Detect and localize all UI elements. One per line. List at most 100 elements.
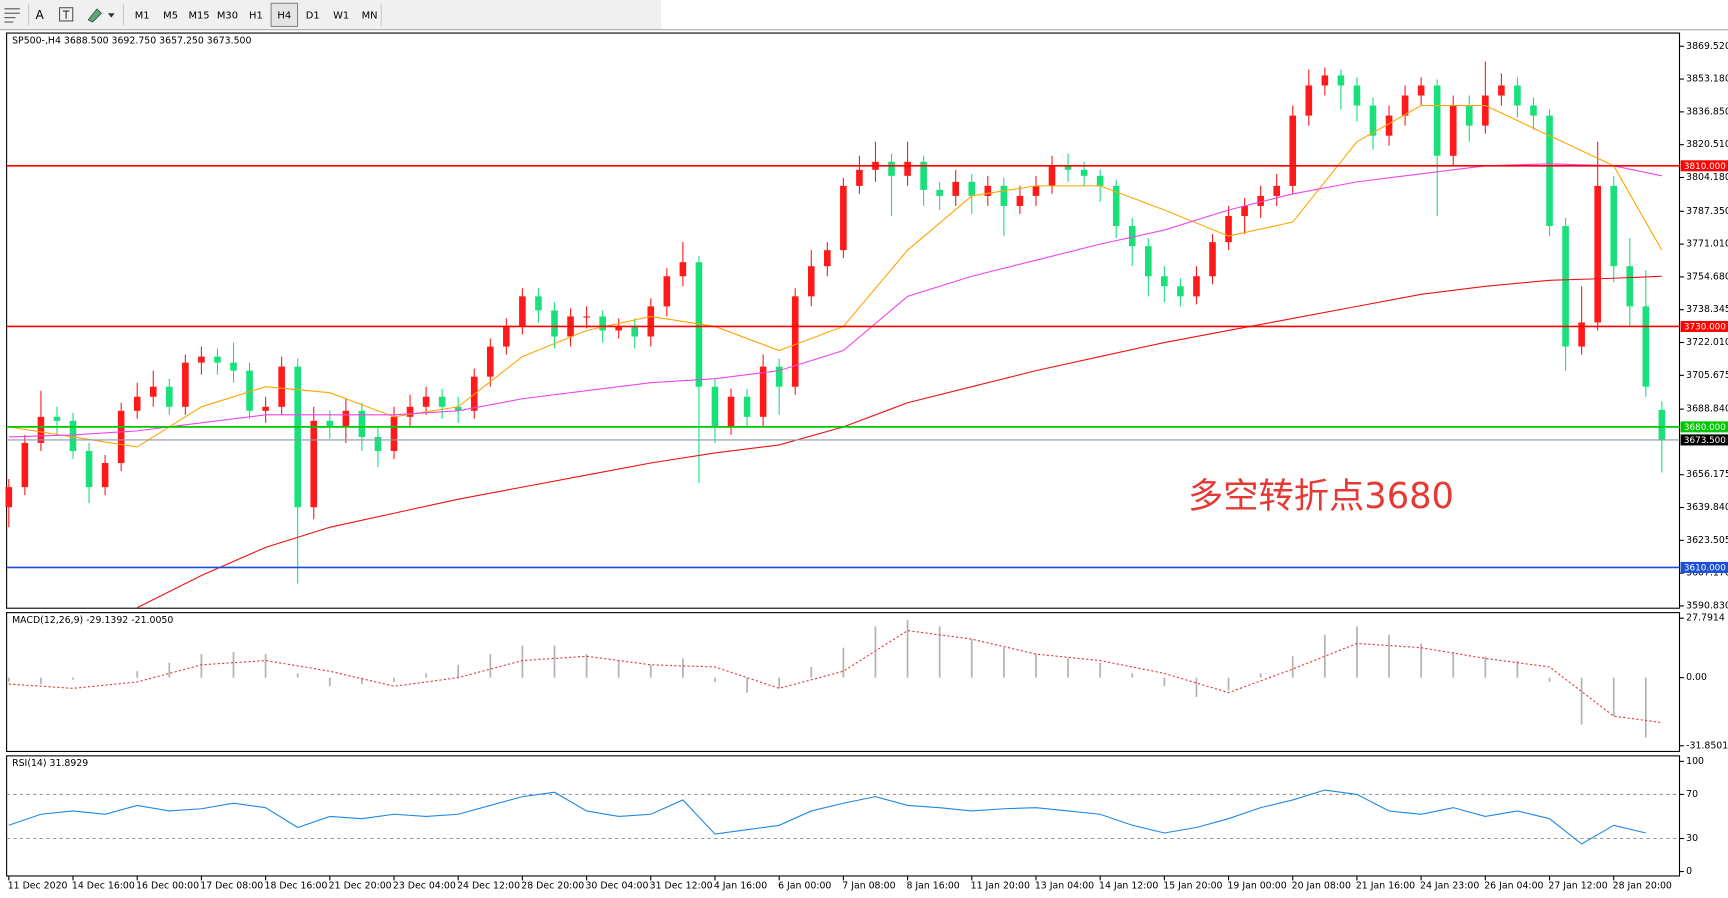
candle-body [775, 366, 783, 387]
x-tick-label: 14 Jan 12:00 [1099, 880, 1158, 891]
candle-body [37, 416, 45, 443]
candle-body [952, 181, 960, 196]
candlestick-panel: 3869.520 3853.180 3836.850 3820.510 3804.180… [5, 32, 1728, 891]
y-tick-label: 3836.850 [1686, 106, 1728, 117]
y-tick-label: -31.8501 [1686, 740, 1728, 751]
candle-body [358, 410, 366, 437]
rsi-line [8, 789, 1646, 845]
x-tick-label: 7 Jan 08:00 [842, 880, 895, 891]
x-tick-label: 18 Dec 16:00 [265, 880, 328, 891]
candle-body [1626, 266, 1634, 307]
candle-body [519, 296, 526, 327]
candle-body [791, 296, 799, 387]
price-level-tag [1680, 320, 1728, 332]
candle-body [1514, 85, 1521, 106]
x-tick-label: 14 Dec 16:00 [72, 880, 135, 891]
timeframe-button[interactable]: M30 [217, 10, 238, 21]
candle-body [1385, 115, 1393, 136]
macd-panel: 27.7914 0.00 -31.8501 MACD(12,26,9) -29.139… [6, 612, 1728, 753]
x-tick-label: 21 Dec 20:00 [329, 880, 392, 891]
candle-body [166, 386, 173, 407]
candle-body [1161, 276, 1168, 287]
timeframe-button[interactable]: W1 [333, 10, 349, 21]
crosshair-icon[interactable] [4, 8, 20, 23]
candle-body [615, 326, 622, 331]
candle-body [888, 161, 895, 176]
candle-body [1112, 185, 1120, 227]
candle-body [1401, 95, 1409, 116]
y-tick-label: 3656.175 [1686, 469, 1728, 480]
toolbar: A M1 M5 M15 M30 H1 H4 D1 W1 MN [0, 0, 1728, 31]
candle-body [294, 366, 302, 508]
x-tick-label: 28 Jan 20:00 [1613, 880, 1672, 891]
candle-body [133, 396, 141, 411]
candle-body [1289, 115, 1297, 186]
candle-body [743, 396, 751, 417]
panel-title: SP500-,H4 3688.500 3692.750 3657.250 367… [12, 35, 251, 46]
timeframe-button[interactable]: M1 [135, 10, 150, 21]
x-tick-label: 13 Jan 04:00 [1035, 880, 1094, 891]
candle-body [1144, 246, 1152, 277]
x-tick-label: 20 Jan 08:00 [1292, 880, 1351, 891]
candle-body [1241, 205, 1248, 217]
candle-body [117, 410, 125, 464]
candle-body [374, 436, 382, 451]
timeframe-button[interactable]: H4 [277, 10, 291, 21]
y-tick-label: 0 [1686, 866, 1692, 877]
panel-title: RSI(14) 31.8929 [12, 758, 88, 769]
candle-body [1417, 85, 1425, 96]
timeframe-button[interactable]: MN [362, 10, 378, 21]
price-level-label: 3680.000 [1684, 423, 1726, 433]
candle-body [1530, 105, 1537, 116]
macd-signal [8, 630, 1662, 724]
annotation: 多空转折点3680 [1188, 476, 1454, 517]
timeframe-button[interactable]: D1 [306, 10, 320, 21]
x-tick-label: 24 Dec 12:00 [457, 880, 520, 891]
x-tick-label: 19 Jan 00:00 [1227, 880, 1286, 891]
text-label-icon[interactable] [58, 7, 74, 22]
y-tick-label: 3787.350 [1686, 206, 1728, 217]
candle-body [1080, 169, 1088, 176]
candle-body [310, 420, 318, 508]
candle-body [551, 310, 558, 337]
candle-body [1225, 216, 1232, 243]
candle-body [278, 366, 285, 407]
text-tool[interactable]: A [36, 8, 45, 22]
timeframe-button[interactable]: M15 [188, 10, 209, 21]
x-tick-label: 28 Dec 20:00 [521, 880, 584, 891]
candle-body [342, 410, 350, 427]
candle-body [1546, 115, 1553, 227]
candle-body [21, 442, 29, 488]
candle-body [920, 161, 927, 190]
candle-body [824, 250, 831, 267]
candle-body [1465, 105, 1473, 126]
x-tick-label: 31 Dec 12:00 [650, 880, 713, 891]
timeframe-button[interactable]: M5 [163, 10, 178, 21]
price-level-label: 3730.000 [1684, 323, 1726, 333]
plot-area [6, 789, 1680, 845]
candle-body [583, 316, 590, 318]
candle-body [438, 396, 446, 407]
candle-body [1369, 105, 1377, 136]
candle-body [936, 189, 943, 196]
candle-body [85, 450, 93, 488]
price-level-tag [1680, 434, 1728, 446]
x-tick-label: 11 Jan 20:00 [971, 880, 1030, 891]
x-tick-label: 8 Jan 16:00 [906, 880, 959, 891]
candle-body [1016, 195, 1024, 206]
plots: 3869.520 3853.180 3836.850 3820.510 3804.180… [5, 32, 1728, 891]
candle-body [1433, 85, 1441, 156]
x-tick-label: 30 Dec 04:00 [585, 880, 648, 891]
candle-body [856, 169, 863, 186]
x-tick-label: 24 Jan 23:00 [1420, 880, 1479, 891]
x-tick-label: 4 Jan 16:00 [714, 880, 767, 891]
objects-icon[interactable] [87, 8, 115, 23]
candle-body [647, 306, 655, 337]
price-level-tag [1680, 561, 1728, 573]
y-tick-label: 27.7914 [1686, 613, 1725, 624]
panel-frame [6, 32, 1681, 609]
timeframe-button[interactable]: H1 [249, 10, 263, 21]
candle-body [1048, 165, 1056, 186]
price-level-label: 3610.000 [1684, 563, 1726, 573]
moving-average [8, 163, 1662, 438]
